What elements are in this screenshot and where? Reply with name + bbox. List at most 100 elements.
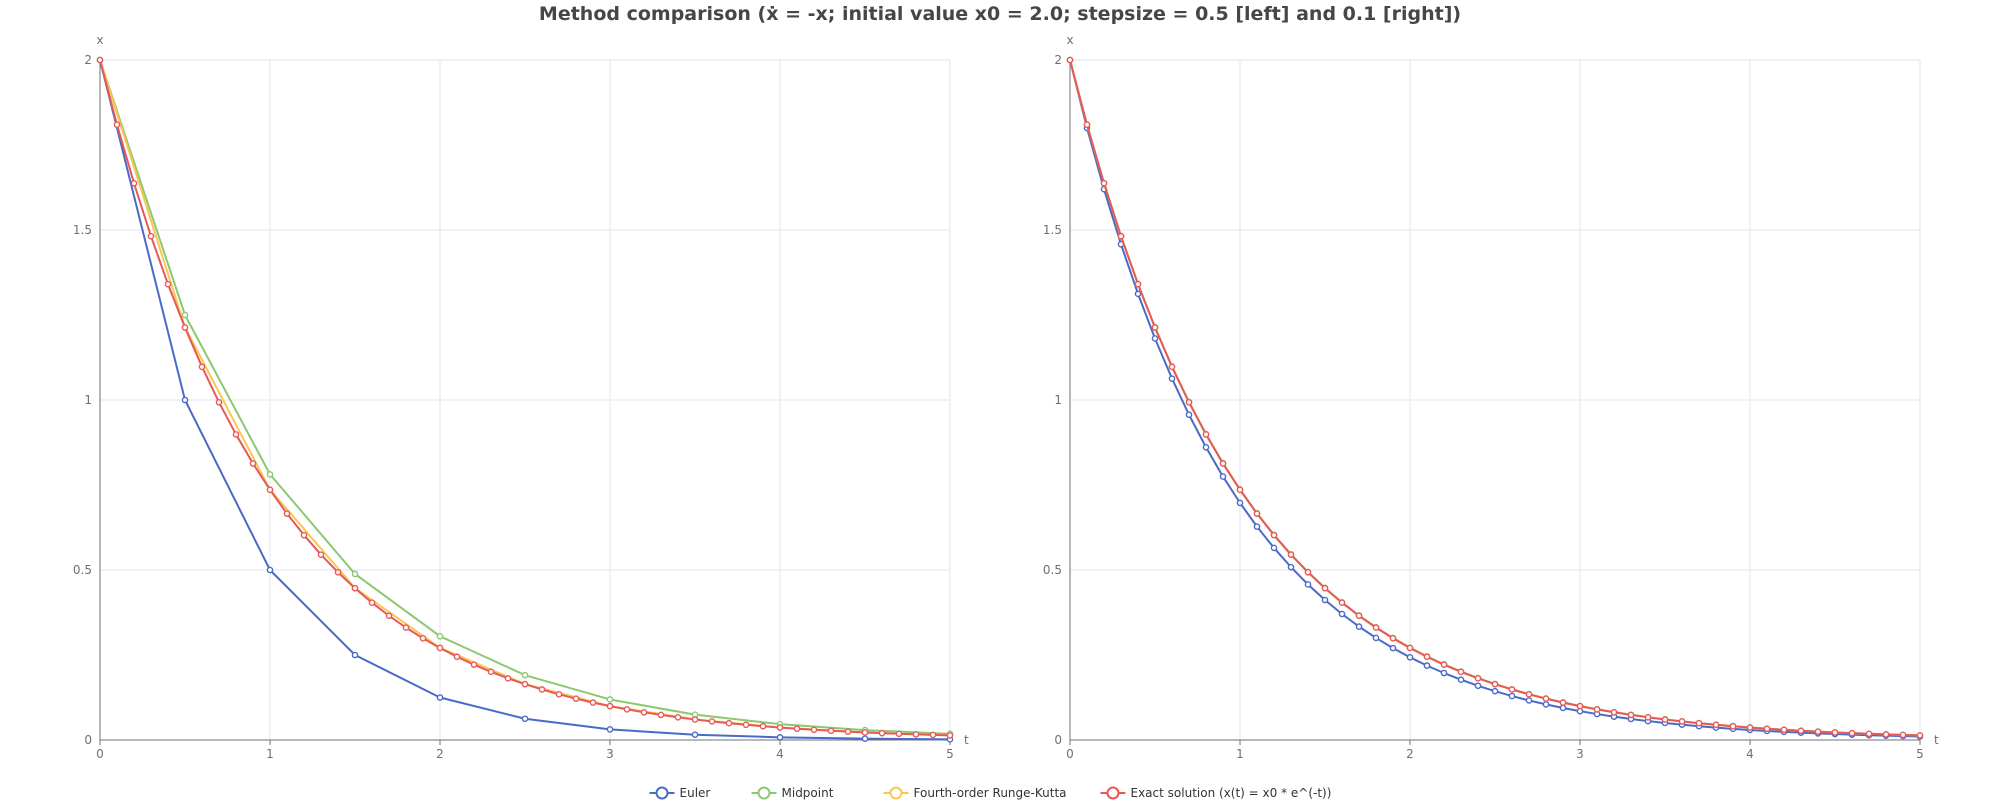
data-point-exact[interactable] <box>844 728 852 735</box>
series-euler[interactable] <box>1066 56 1924 740</box>
data-point-euler[interactable] <box>1508 692 1516 700</box>
data-point-midpoint[interactable] <box>181 311 189 319</box>
data-point-exact[interactable] <box>436 644 444 652</box>
data-point-exact[interactable] <box>1270 531 1278 539</box>
data-point-euler[interactable] <box>1355 623 1363 630</box>
data-point-euler[interactable] <box>521 715 529 723</box>
data-point-exact[interactable] <box>1389 635 1397 642</box>
data-point-euler[interactable] <box>1491 687 1499 695</box>
series-midpoint[interactable] <box>1066 56 1924 739</box>
data-point-exact[interactable] <box>1066 56 1074 64</box>
data-point-exact[interactable] <box>1678 718 1686 725</box>
data-point-euler[interactable] <box>1304 581 1312 588</box>
data-point-exact[interactable] <box>249 460 257 467</box>
data-point-exact[interactable] <box>1253 510 1261 517</box>
data-point-euler[interactable] <box>351 651 359 659</box>
data-point-exact[interactable] <box>912 731 920 738</box>
data-point-exact[interactable] <box>793 725 801 733</box>
data-point-exact[interactable] <box>453 653 461 661</box>
data-point-exact[interactable] <box>640 708 648 716</box>
legend-item-midpoint[interactable]: Midpoint <box>751 786 834 800</box>
data-point-exact[interactable] <box>1134 280 1142 288</box>
data-point-exact[interactable] <box>1321 584 1329 592</box>
data-point-exact[interactable] <box>113 121 121 129</box>
data-point-exact[interactable] <box>96 56 104 64</box>
data-point-euler[interactable] <box>1236 499 1244 507</box>
data-point-exact[interactable] <box>283 510 291 517</box>
data-point-exact[interactable] <box>147 232 155 240</box>
data-point-exact[interactable] <box>572 695 580 702</box>
data-point-euler[interactable] <box>1151 335 1159 342</box>
data-point-euler[interactable] <box>1525 697 1533 704</box>
data-point-euler[interactable] <box>1253 523 1261 530</box>
data-point-euler[interactable] <box>1270 544 1278 552</box>
series-rk4[interactable] <box>1066 56 1924 739</box>
data-point-exact[interactable] <box>878 729 886 737</box>
data-point-exact[interactable] <box>589 699 597 706</box>
data-point-exact[interactable] <box>1287 551 1295 558</box>
data-point-euler[interactable] <box>1202 443 1210 451</box>
data-point-exact[interactable] <box>1865 730 1873 738</box>
data-point-exact[interactable] <box>1525 691 1533 698</box>
data-point-exact[interactable] <box>1491 680 1499 688</box>
data-point-midpoint[interactable] <box>351 570 359 578</box>
data-point-exact[interactable] <box>1848 729 1856 737</box>
data-point-euler[interactable] <box>1474 682 1482 690</box>
data-point-exact[interactable] <box>1440 661 1448 668</box>
data-point-exact[interactable] <box>1627 711 1635 719</box>
data-point-euler[interactable] <box>1372 634 1380 642</box>
data-point-exact[interactable] <box>351 584 359 592</box>
data-point-exact[interactable] <box>1746 724 1754 731</box>
data-point-euler[interactable] <box>1219 473 1227 480</box>
data-point-exact[interactable] <box>1814 728 1822 735</box>
data-point-exact[interactable] <box>198 363 206 371</box>
data-point-midpoint[interactable] <box>606 696 614 703</box>
data-point-exact[interactable] <box>232 431 240 438</box>
data-point-exact[interactable] <box>1593 706 1601 713</box>
data-point-exact[interactable] <box>759 722 767 730</box>
data-point-exact[interactable] <box>504 675 512 682</box>
data-point-exact[interactable] <box>215 399 223 406</box>
series-line-euler[interactable] <box>1069 59 1921 738</box>
data-point-exact[interactable] <box>1100 179 1108 187</box>
legend[interactable]: Euler Midpoint Fourth-order Runge-Kutta Exa… <box>649 786 1332 800</box>
data-point-exact[interactable] <box>470 661 478 668</box>
data-point-exact[interactable] <box>1542 695 1550 702</box>
legend-item-exact[interactable]: Exact solution (x(t) = x0 * e^(-t)) <box>1100 786 1332 800</box>
data-point-exact[interactable] <box>368 599 376 607</box>
data-point-euler[interactable] <box>861 735 869 742</box>
data-point-exact[interactable] <box>1355 612 1363 620</box>
data-point-exact[interactable] <box>1508 686 1516 693</box>
data-point-midpoint[interactable] <box>266 471 274 478</box>
series-midpoint[interactable] <box>96 56 954 738</box>
data-point-exact[interactable] <box>1695 719 1703 727</box>
data-point-euler[interactable] <box>1338 610 1346 618</box>
data-point-euler[interactable] <box>691 731 699 738</box>
data-point-exact[interactable] <box>1151 324 1159 331</box>
data-point-exact[interactable] <box>402 624 410 631</box>
data-point-exact[interactable] <box>861 729 869 736</box>
data-point-exact[interactable] <box>1797 727 1805 735</box>
data-point-exact[interactable] <box>419 635 427 642</box>
data-point-exact[interactable] <box>1304 569 1312 576</box>
data-point-euler[interactable] <box>266 566 274 574</box>
data-point-exact[interactable] <box>317 551 325 558</box>
data-point-exact[interactable] <box>776 724 784 731</box>
data-point-euler[interactable] <box>1389 644 1397 652</box>
data-point-exact[interactable] <box>1457 668 1465 676</box>
data-point-euler[interactable] <box>1185 411 1193 419</box>
data-point-euler[interactable] <box>1423 662 1431 669</box>
series-line-exact[interactable] <box>99 59 951 737</box>
data-point-euler[interactable] <box>1440 669 1448 677</box>
data-point-exact[interactable] <box>827 727 835 735</box>
data-point-exact[interactable] <box>623 706 631 713</box>
data-point-midpoint[interactable] <box>521 671 529 679</box>
data-point-euler[interactable] <box>1457 676 1465 684</box>
data-point-exact[interactable] <box>1083 121 1091 129</box>
data-point-exact[interactable] <box>691 716 699 723</box>
data-point-exact[interactable] <box>1576 702 1584 710</box>
data-point-euler[interactable] <box>1287 563 1295 571</box>
series-exact[interactable] <box>1066 56 1924 739</box>
data-point-exact[interactable] <box>555 691 563 698</box>
data-point-euler[interactable] <box>1542 701 1550 708</box>
